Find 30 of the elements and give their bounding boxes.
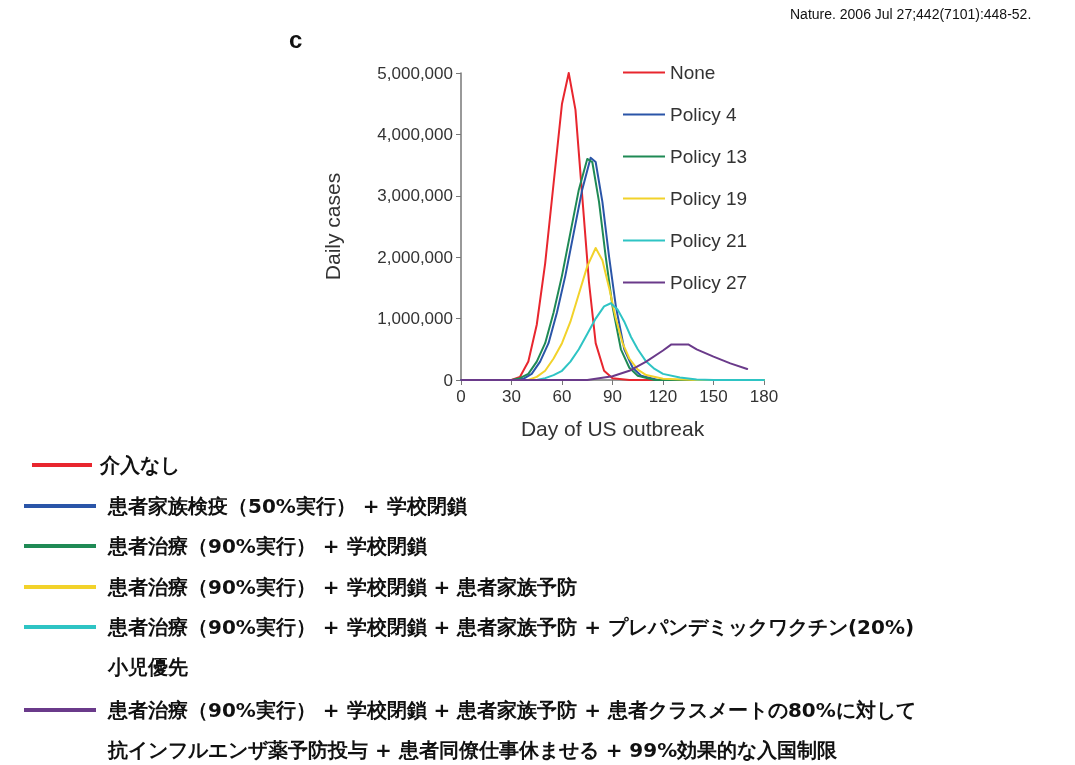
line-series	[460, 343, 749, 381]
y-tick-label: 3,000,000	[377, 186, 453, 206]
text: 患者治療（90%実行） + 学校閉鎖 + 患者家族予防	[108, 574, 579, 601]
legend-label: Policy 21	[670, 230, 748, 251]
y-tick-label: 0	[443, 370, 453, 390]
legend-label: Policy 27	[670, 272, 748, 293]
x-tick-label: 120	[648, 387, 678, 406]
x-tick-label: 60	[552, 387, 572, 406]
legend-label: Policy 4	[670, 104, 737, 125]
x-tick-label: 30	[502, 387, 521, 406]
text: Nature. 2006 Jul 27;442(7101):448-52.	[790, 6, 1032, 22]
text: 介入なし	[100, 452, 181, 479]
y-tick-label: 5,000,000	[377, 63, 453, 83]
y-tick-label: 4,000,000	[377, 124, 453, 144]
x-tick-label: 180	[749, 387, 779, 406]
x-tick-label: 150	[699, 387, 728, 406]
text: 患者治療（90%実行） + 学校閉鎖 + 患者家族予防 + 患者クラスメートの80%に対して抗インフルエンザ薬予防投与 + 患者同僚仕事休ませる + 99%効果的な入国制限	[108, 697, 917, 764]
text: 患者治療（90%実行） + 学校閉鎖 + 患者家族予防 + プレパンデミックワクチン(20%)小児優先	[108, 614, 916, 681]
text: 患者治療（90%実行） + 学校閉鎖	[108, 533, 428, 560]
x-tick-label: 0	[456, 387, 466, 406]
text: 患者家族検疫（50%実行） + 学校閉鎖	[108, 493, 468, 520]
x-tick-label: 90	[603, 387, 622, 406]
y-tick-label: 2,000,000	[377, 247, 453, 267]
y-tick-label: 1,000,000	[377, 309, 453, 329]
x-axis-title: Day of US outbreak	[520, 417, 705, 440]
text: c	[289, 26, 303, 54]
y-axis-title: Daily cases	[321, 172, 344, 281]
legend-label: None	[670, 62, 716, 83]
legend-label: Policy 13	[670, 146, 748, 167]
legend-label: Policy 19	[670, 188, 748, 209]
